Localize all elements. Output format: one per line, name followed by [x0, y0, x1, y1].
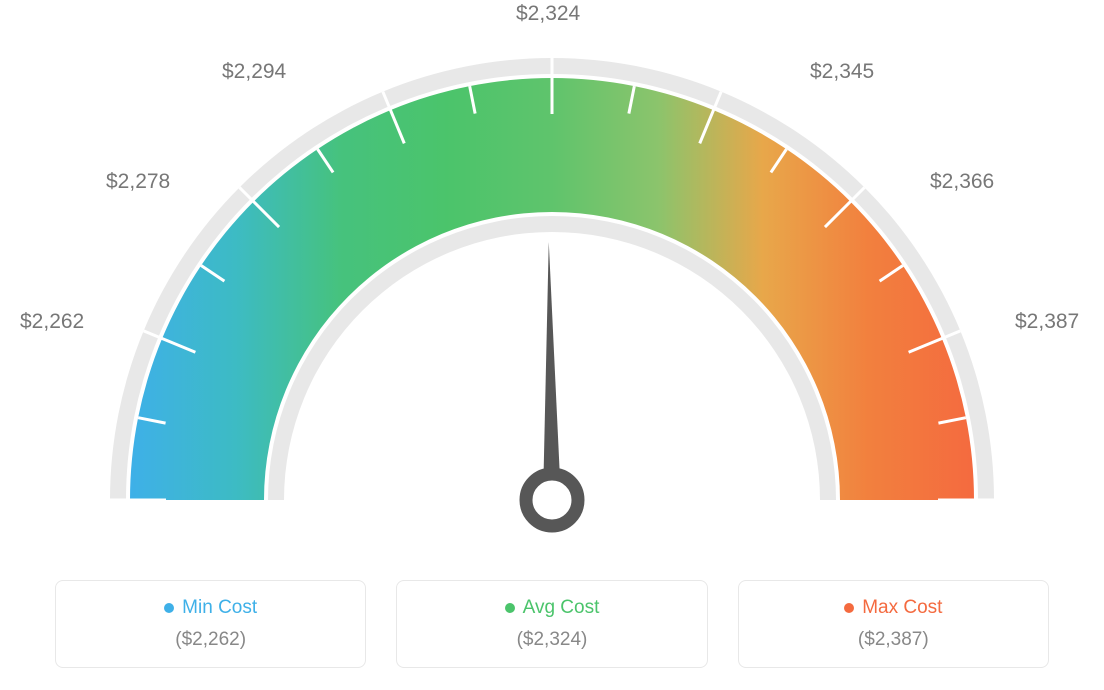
legend-value-avg: ($2,324)	[417, 629, 686, 651]
legend-label-min: Min Cost	[182, 597, 257, 619]
legend-value-max: ($2,387)	[759, 629, 1028, 651]
gauge-tick-label: $2,262	[20, 310, 84, 334]
gauge-tick-label: $2,294	[222, 60, 286, 84]
legend-card-avg: Avg Cost ($2,324)	[396, 580, 707, 668]
legend-row: Min Cost ($2,262) Avg Cost ($2,324) Max …	[0, 580, 1104, 668]
gauge-tick-label: $2,324	[516, 2, 580, 26]
legend-card-min: Min Cost ($2,262)	[55, 580, 366, 668]
legend-dot-min	[164, 603, 174, 613]
legend-value-min: ($2,262)	[76, 629, 345, 651]
legend-label-avg: Avg Cost	[523, 597, 600, 619]
gauge-tick-label: $2,387	[1015, 310, 1079, 334]
legend-card-max: Max Cost ($2,387)	[738, 580, 1049, 668]
gauge-tick-label: $2,366	[930, 170, 994, 194]
legend-dot-avg	[505, 603, 515, 613]
gauge-tick-label: $2,345	[810, 60, 874, 84]
gauge-chart: $2,262 $2,278 $2,294 $2,324 $2,345 $2,366 $2,3…	[0, 0, 1104, 570]
legend-label-max: Max Cost	[862, 597, 942, 619]
gauge-tick-label: $2,278	[106, 170, 170, 194]
cost-gauge-container: $2,262 $2,278 $2,294 $2,324 $2,345 $2,366 $2,3…	[0, 0, 1104, 690]
legend-dot-max	[844, 603, 854, 613]
